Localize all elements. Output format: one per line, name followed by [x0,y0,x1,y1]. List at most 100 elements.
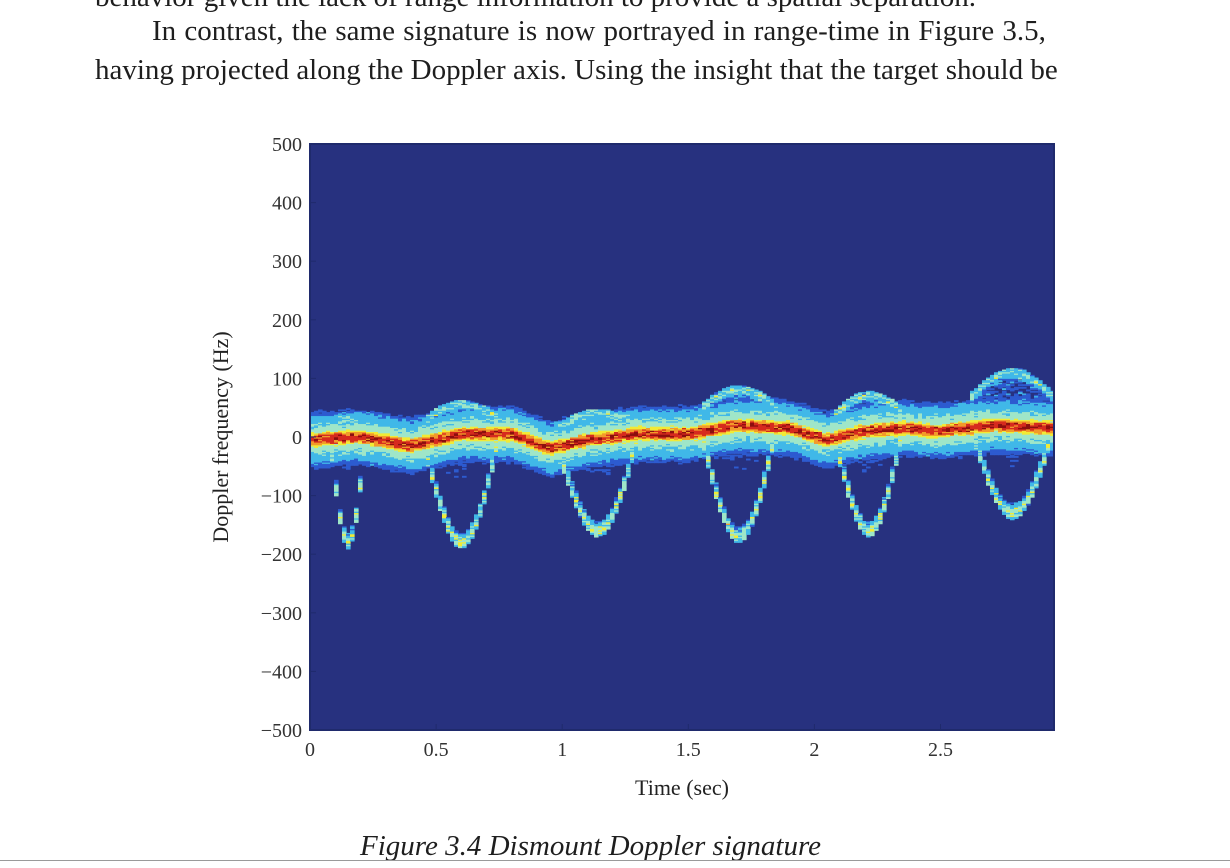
heatmap-cell [618,432,623,434]
heatmap-cell [454,426,459,429]
heatmap-cell [378,466,383,469]
heatmap-cell [506,458,511,461]
heatmap-cell [574,490,579,493]
heatmap-cell [478,405,483,408]
heatmap-cell [710,474,715,477]
heatmap-cell [706,451,711,454]
heatmap-cell [450,536,455,539]
heatmap-cell [442,451,447,454]
heatmap-cell [490,424,495,426]
heatmap-cell [726,426,731,429]
heatmap-cell [534,463,539,466]
heatmap-cell [678,446,683,449]
heatmap-cell [602,470,607,473]
heatmap-cell [670,455,675,458]
heatmap-cell [350,447,355,450]
heatmap-cell [666,428,671,430]
heatmap-cell [318,429,323,432]
heatmap-cell [694,441,699,444]
heatmap-cell [514,425,519,428]
heatmap-cell [346,410,351,413]
heatmap-cell [606,412,611,415]
heatmap-cell [562,469,567,472]
heatmap-cell [410,462,415,465]
heatmap-cell [650,422,655,425]
heatmap-cell [706,413,711,416]
heatmap-cell [526,439,531,442]
heatmap-cell [558,459,563,462]
heatmap-cell [706,416,711,418]
heatmap-cell [474,420,479,422]
heatmap-cell [678,404,683,407]
heatmap-cell [354,410,359,413]
heatmap-cell [338,450,343,453]
heatmap-cell [706,421,711,424]
heatmap-cell [678,422,683,425]
heatmap-cell [522,447,527,450]
heatmap-cell [722,454,727,457]
heatmap-cell [418,443,423,446]
heatmap-cell [354,432,359,434]
heatmap-cell [438,502,443,505]
heatmap-cell [534,425,539,428]
heatmap-cell [362,457,367,460]
heatmap-cell [446,519,451,522]
heatmap-cell [582,509,587,511]
heatmap-cell [558,455,563,458]
heatmap-cell [342,454,347,457]
heatmap-cell [506,424,511,426]
heatmap-cell [478,425,483,428]
heatmap-cell [326,441,331,444]
heatmap-cell [710,469,715,472]
heatmap-cell [698,445,703,448]
heatmap-cell [414,414,419,417]
heatmap-cell [350,457,355,460]
heatmap-cell [390,451,395,454]
heatmap-cell [710,432,715,434]
heatmap-cell [546,432,551,434]
heatmap-cell [542,449,547,452]
heatmap-cell [434,494,439,497]
heatmap-cell [574,432,579,434]
heatmap-cell [578,467,583,470]
heatmap-cell [686,432,691,434]
heatmap-cell [686,439,691,442]
heatmap-cell [478,435,483,438]
heatmap-cell [334,446,339,449]
heatmap-cell [686,455,691,458]
heatmap-cell [478,424,483,426]
heatmap-cell [714,487,719,490]
heatmap-cell [498,425,503,428]
heatmap-cell [634,414,639,417]
heatmap-cell [618,499,623,502]
heatmap-cell [550,421,555,424]
heatmap-cell [570,422,575,425]
heatmap-cell [370,426,375,429]
heatmap-cell [550,467,555,470]
heatmap-cell [678,458,683,461]
heatmap-cell [378,422,383,425]
heatmap-cell [506,414,511,417]
heatmap-cell [582,451,587,454]
heatmap-cell [522,424,527,426]
heatmap-cell [422,443,427,446]
heatmap-cell [602,429,607,432]
heatmap-cell [514,439,519,442]
heatmap-cell [354,434,359,437]
heatmap-cell [350,438,355,441]
heatmap-cell [558,470,563,473]
heatmap-cell [574,449,579,452]
heatmap-cell [462,535,467,538]
heatmap-cell [490,420,495,422]
heatmap-cell [674,439,679,442]
heatmap-cell [466,420,471,422]
heatmap-cell [666,414,671,417]
heatmap-cell [410,424,415,426]
heatmap-cell [354,449,359,452]
heatmap-cell [622,481,627,484]
heatmap-cell [370,429,375,432]
heatmap-cell [354,438,359,441]
heatmap-cell [482,418,487,421]
heatmap-cell [674,459,679,462]
heatmap-cell [410,428,415,430]
